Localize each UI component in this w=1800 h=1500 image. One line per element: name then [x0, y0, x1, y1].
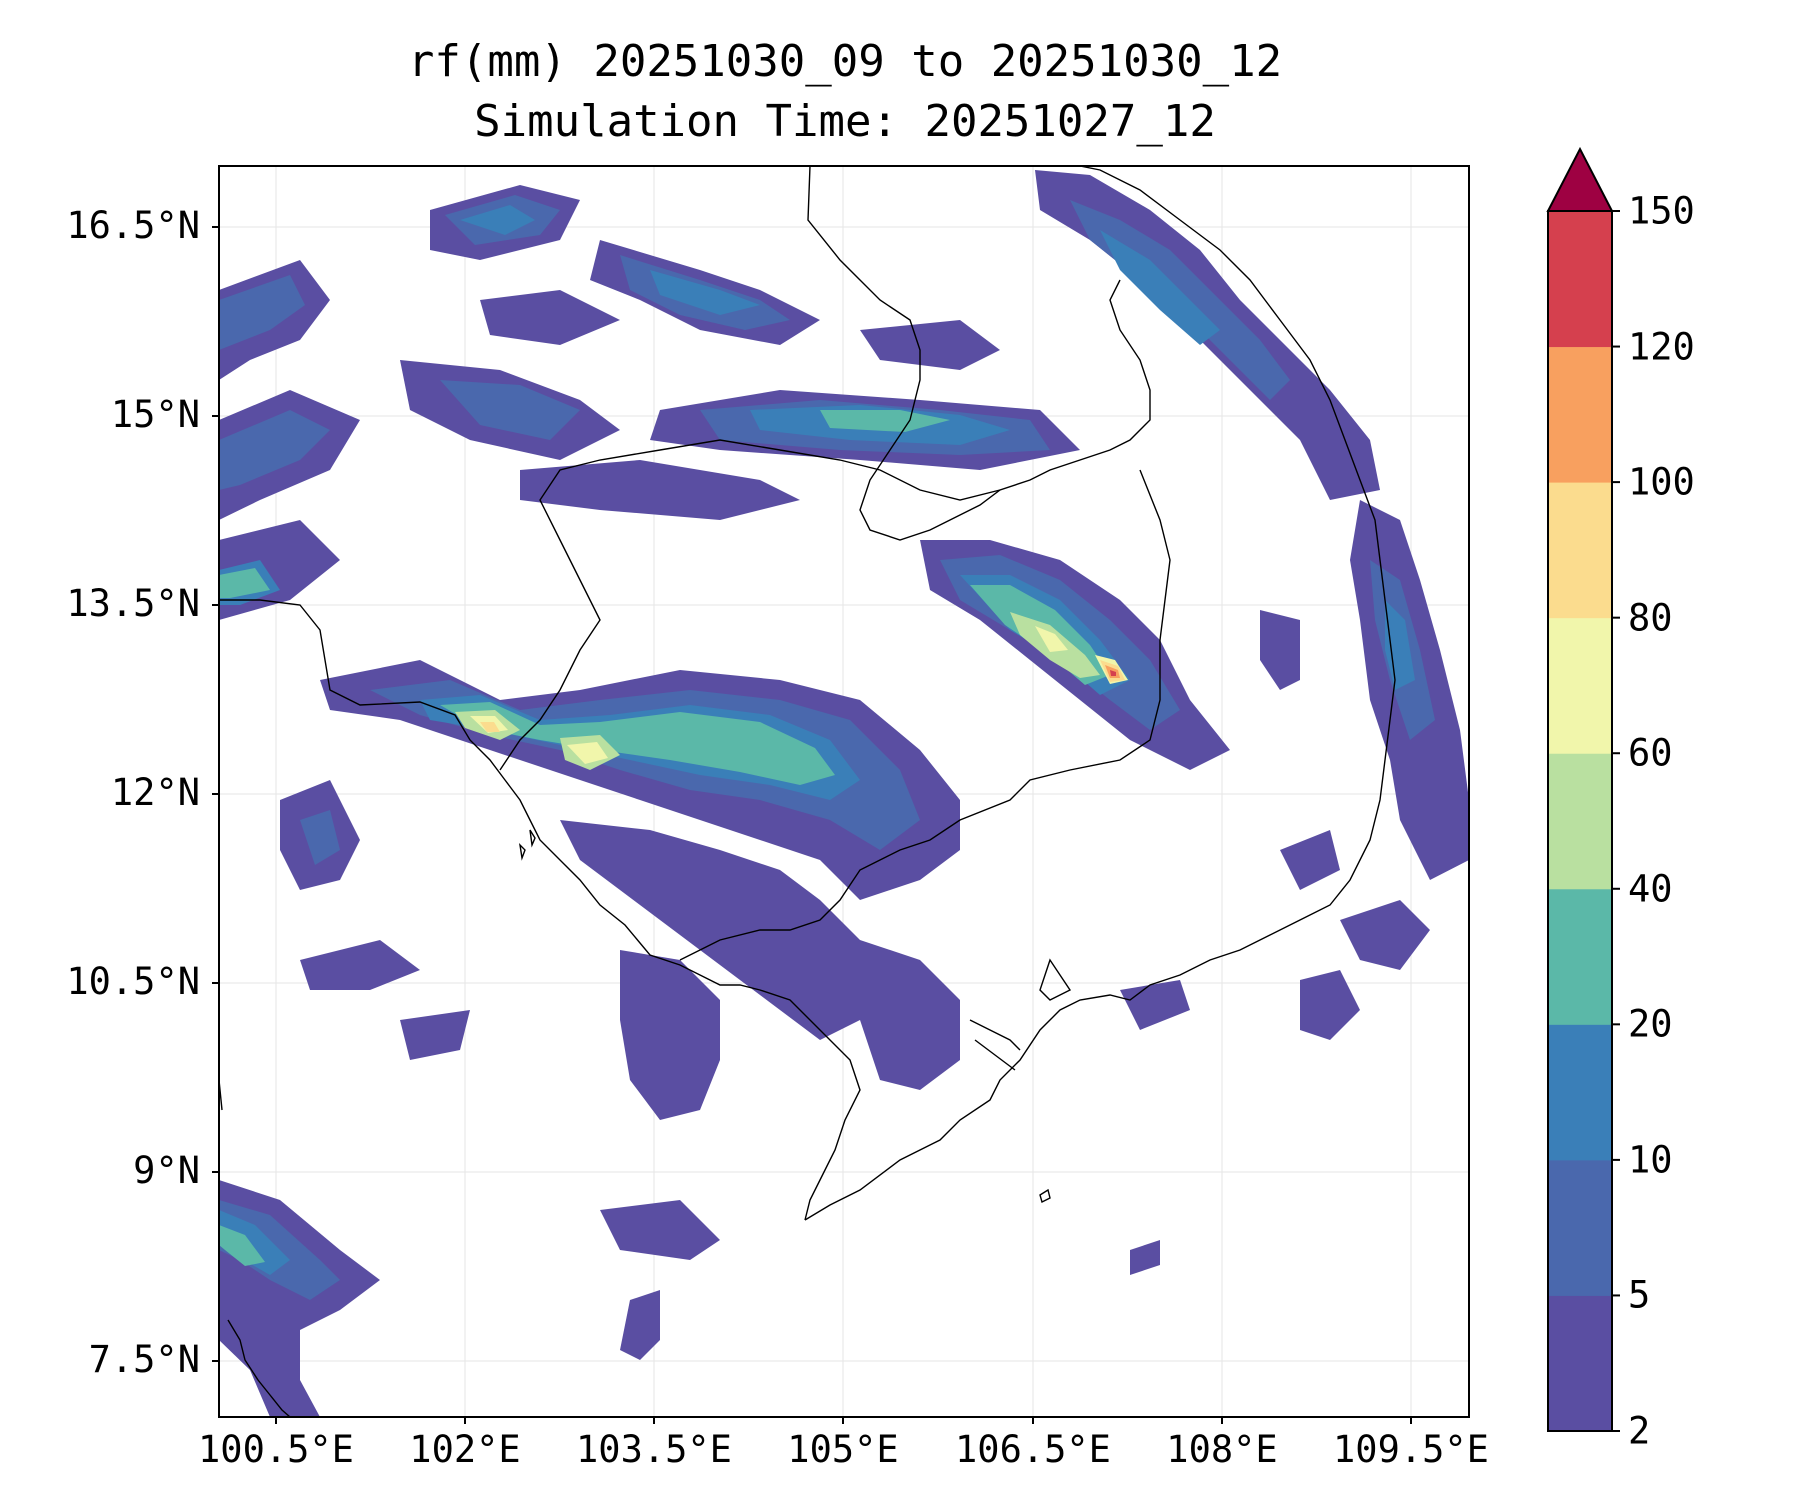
lon-tick-label: 103.5°E — [576, 1428, 732, 1471]
colorbar-segment — [1548, 753, 1612, 890]
colorbar-tick-label: 10 — [1628, 1138, 1673, 1182]
lat-tick-label: 7.5°N — [88, 1338, 200, 1381]
colorbar-tick-label: 2 — [1628, 1409, 1651, 1453]
colorbar-segment — [1548, 617, 1612, 754]
colorbar-tick-label: 40 — [1628, 867, 1673, 911]
lon-tick-label: 105°E — [787, 1428, 899, 1471]
lon-tick-label: 102°E — [409, 1428, 521, 1471]
tick-marks — [212, 226, 1412, 1424]
lat-tick-label: 12°N — [110, 771, 200, 814]
colorbar-segment — [1548, 346, 1612, 483]
colorbar — [1546, 146, 1620, 1432]
lat-tick-label: 15°N — [110, 393, 200, 436]
rainfall-contours — [219, 170, 1469, 1417]
lat-tick-label: 10.5°N — [66, 960, 200, 1003]
colorbar-segment — [1548, 1024, 1612, 1161]
colorbar-tick-label: 60 — [1628, 731, 1673, 775]
lon-tick-label: 109.5°E — [1333, 1428, 1489, 1471]
colorbar-segment — [1548, 482, 1612, 619]
map-subtitle: Simulation Time: 20251027_12 — [474, 96, 1216, 147]
map-title: rf(mm) 20251030_09 to 20251030_12 — [407, 36, 1283, 87]
lat-tick-label: 16.5°N — [66, 204, 200, 247]
lat-tick-label: 9°N — [133, 1149, 200, 1192]
colorbar-segment — [1548, 888, 1612, 1025]
lon-tick-label: 106.5°E — [955, 1428, 1111, 1471]
lat-tick-label: 13.5°N — [66, 582, 200, 625]
colorbar-tick-label: 5 — [1628, 1273, 1651, 1317]
coastlines-and-borders — [219, 166, 1396, 1417]
colorbar-segment — [1548, 1295, 1612, 1432]
colorbar-extend-arrow — [1546, 146, 1614, 212]
colorbar-segment — [1548, 211, 1612, 348]
lon-tick-label: 108°E — [1166, 1428, 1278, 1471]
colorbar-outline — [1547, 210, 1613, 1432]
colorbar-segment — [1548, 1159, 1612, 1296]
rain-level-100-150 — [1105, 665, 1120, 678]
colorbar-tick-label: 100 — [1628, 460, 1695, 504]
colorbar-tick-label: 120 — [1628, 325, 1695, 369]
lon-tick-label: 100.5°E — [198, 1428, 354, 1471]
colorbar-tick-label: 20 — [1628, 1002, 1673, 1046]
colorbar-tick-label: 80 — [1628, 596, 1673, 640]
colorbar-tick-label: 150 — [1628, 189, 1695, 233]
